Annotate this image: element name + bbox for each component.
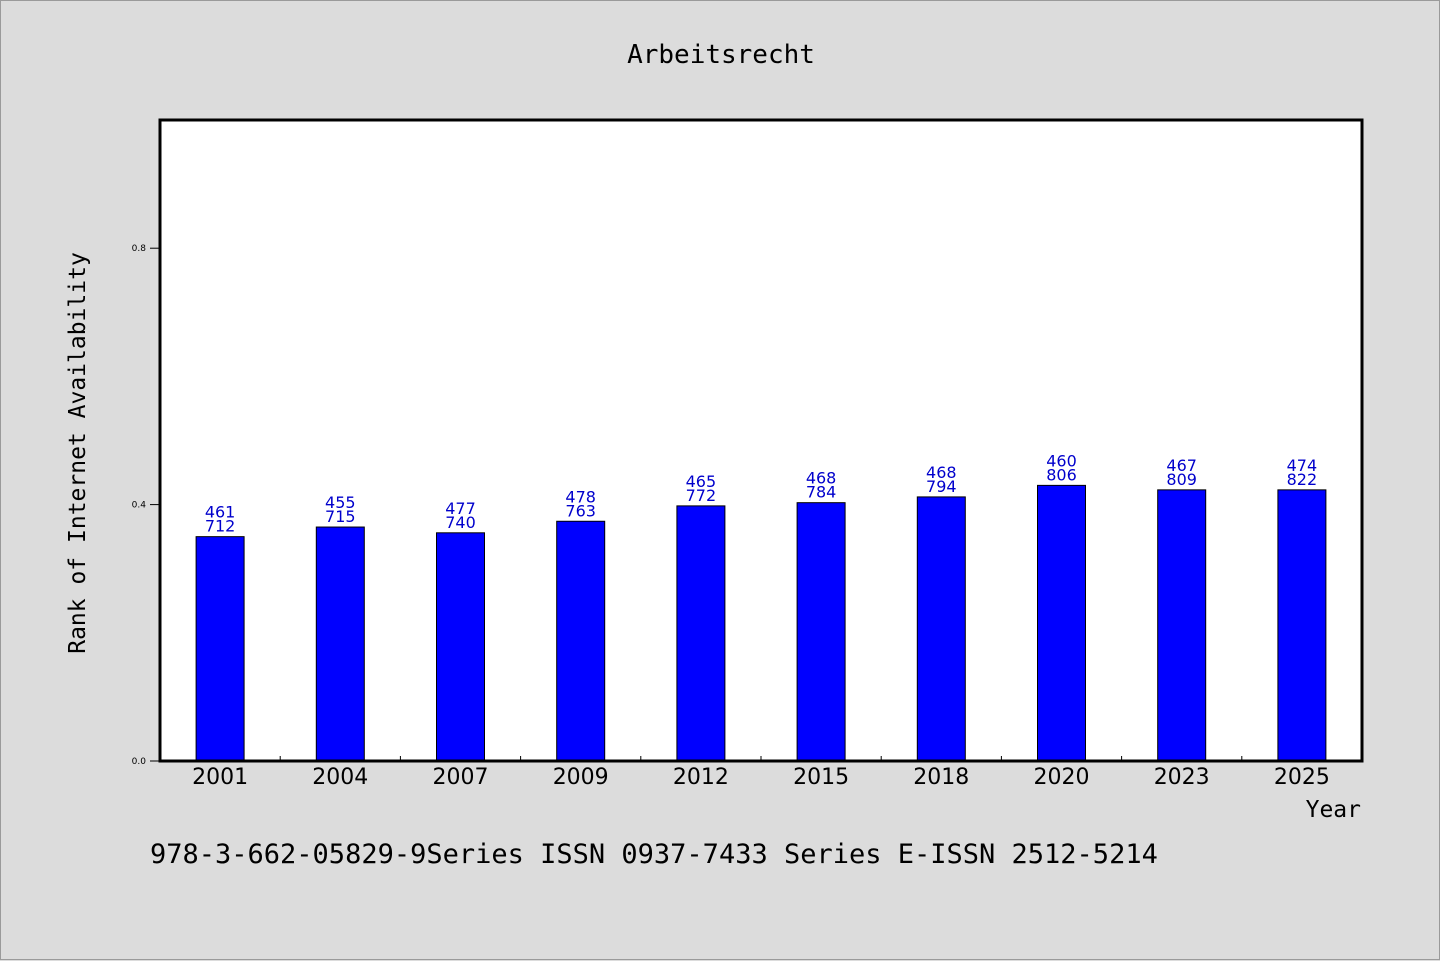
x-tick-label-2020: 2020 — [1034, 765, 1090, 790]
x-tick-label-2015: 2015 — [793, 765, 849, 790]
y-tick-label: 0.8 — [132, 244, 147, 254]
bar-label-top-2020: 460 — [1046, 451, 1077, 470]
bar-label-bottom-2004: 715 — [325, 507, 356, 526]
bar-label-top-2007: 477 — [445, 499, 476, 518]
bar-2015 — [796, 502, 846, 762]
y-axis-label: Rank of Internet Availability — [65, 252, 91, 654]
bar-2012 — [676, 505, 726, 762]
bar-2001 — [195, 536, 245, 762]
bar-label-bottom-2015: 784 — [806, 483, 837, 502]
x-tick-label-2001: 2001 — [192, 765, 248, 790]
bar-label-bottom-2018: 794 — [926, 477, 957, 496]
bar-2007 — [436, 532, 485, 762]
x-tick-label-2004: 2004 — [312, 765, 368, 790]
bar-2025 — [1277, 489, 1327, 762]
bar-2018 — [916, 496, 966, 762]
bar-label-top-2025: 474 — [1287, 456, 1318, 475]
bar-label-bottom-2012: 772 — [686, 486, 717, 505]
bar-2020 — [1037, 484, 1086, 762]
bar-2009 — [556, 520, 606, 762]
plot-frame — [158, 118, 1364, 763]
x-tick-label-2023: 2023 — [1154, 765, 1210, 790]
y-tick-label: 0.0 — [132, 757, 147, 767]
bar-label-bottom-2020: 806 — [1046, 465, 1077, 484]
bar-label-bottom-2007: 740 — [445, 513, 476, 532]
bars-group — [195, 484, 1327, 762]
chart-title: Arbeitsrecht — [627, 40, 815, 70]
y-axis-ticks: 0.0 0.4 0.8 — [132, 244, 160, 767]
bar-label-top-2023: 467 — [1166, 456, 1197, 475]
x-tick-label-2025: 2025 — [1274, 765, 1330, 790]
bar-label-top-2015: 468 — [806, 469, 837, 488]
bar-label-top-2001: 461 — [205, 503, 236, 522]
bar-2004 — [315, 526, 365, 762]
bar-label-top-2012: 465 — [686, 472, 717, 491]
bar-label-bottom-2025: 822 — [1287, 470, 1318, 489]
x-axis-label: Year — [1306, 797, 1361, 823]
x-tick-label-2018: 2018 — [913, 765, 969, 790]
x-axis-ticks: 2001 2004 2007 2009 2012 2015 2018 2020 2023 2025 — [192, 756, 1330, 790]
footer-isbn-issn: 978-3-662-05829-9Series ISSN 0937-7433 S… — [150, 839, 1158, 870]
bar-label-top-2018: 468 — [926, 463, 957, 482]
x-tick-label-2012: 2012 — [673, 765, 729, 790]
y-tick-label: 0.4 — [132, 501, 147, 511]
bar-label-bottom-2001: 712 — [205, 517, 236, 536]
bar-label-top-2004: 455 — [325, 493, 356, 512]
bar-2023 — [1157, 489, 1207, 762]
bar-label-top-2009: 478 — [565, 487, 596, 506]
x-tick-label-2007: 2007 — [433, 765, 489, 790]
x-tick-label-2009: 2009 — [553, 765, 609, 790]
bar-label-bottom-2009: 763 — [565, 501, 596, 520]
bar-label-bottom-2023: 809 — [1166, 470, 1197, 489]
